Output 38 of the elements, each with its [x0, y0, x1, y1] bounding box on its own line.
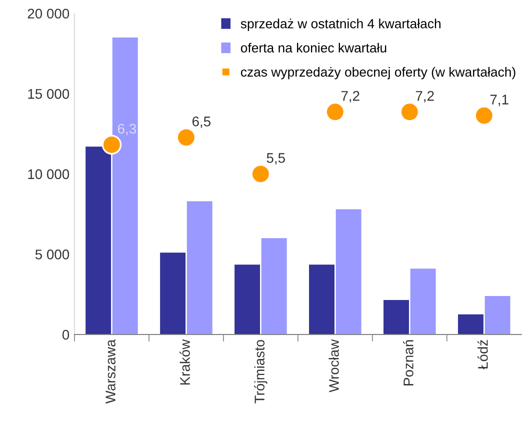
point: [474, 106, 494, 126]
x-tick-label: Kraków: [180, 339, 190, 385]
point: [250, 164, 271, 184]
point: [176, 128, 196, 148]
data-label: 7,2: [416, 90, 434, 102]
bar: [160, 252, 186, 334]
legend-label: czas wyprzedaży obecnej oferty (w kwartałach): [240, 67, 516, 80]
data-label: 6,5: [192, 116, 210, 128]
data-label: 6,3: [118, 124, 136, 136]
y-tick-label: 15 000: [28, 88, 70, 99]
bar: [309, 264, 334, 334]
bar: [112, 37, 138, 334]
x-tick-label: Łódź: [477, 340, 488, 370]
point: [400, 102, 420, 122]
y-tick-label: 20 000: [28, 8, 70, 19]
y-tick-label: 5 000: [35, 250, 70, 260]
data-label: 7,2: [341, 90, 360, 102]
bar: [410, 268, 436, 334]
point: [325, 102, 346, 122]
bar: [384, 300, 409, 334]
y-tick-label: 10 000: [28, 169, 70, 180]
bar: [186, 201, 212, 334]
data-label: 5,5: [266, 153, 285, 164]
legend-label: oferta na koniec kwartału: [240, 42, 386, 53]
x-tick-label: Warszawa: [106, 339, 116, 404]
x-tick-label: Trójmiasto: [254, 340, 268, 404]
bar: [261, 238, 287, 334]
bar: [86, 146, 112, 334]
point: [102, 134, 122, 155]
legend-label: sprzedaż w ostatnich 4 kwartałach: [240, 18, 440, 31]
bar: [484, 296, 510, 334]
bar: [234, 264, 260, 334]
x-tick-label: Wrocław: [328, 339, 339, 392]
x-tick-label: Poznań: [403, 340, 414, 386]
data-label: 7,1: [490, 94, 508, 106]
y-tick-label: 0: [62, 330, 70, 340]
bar: [336, 209, 362, 334]
bar: [458, 314, 484, 334]
